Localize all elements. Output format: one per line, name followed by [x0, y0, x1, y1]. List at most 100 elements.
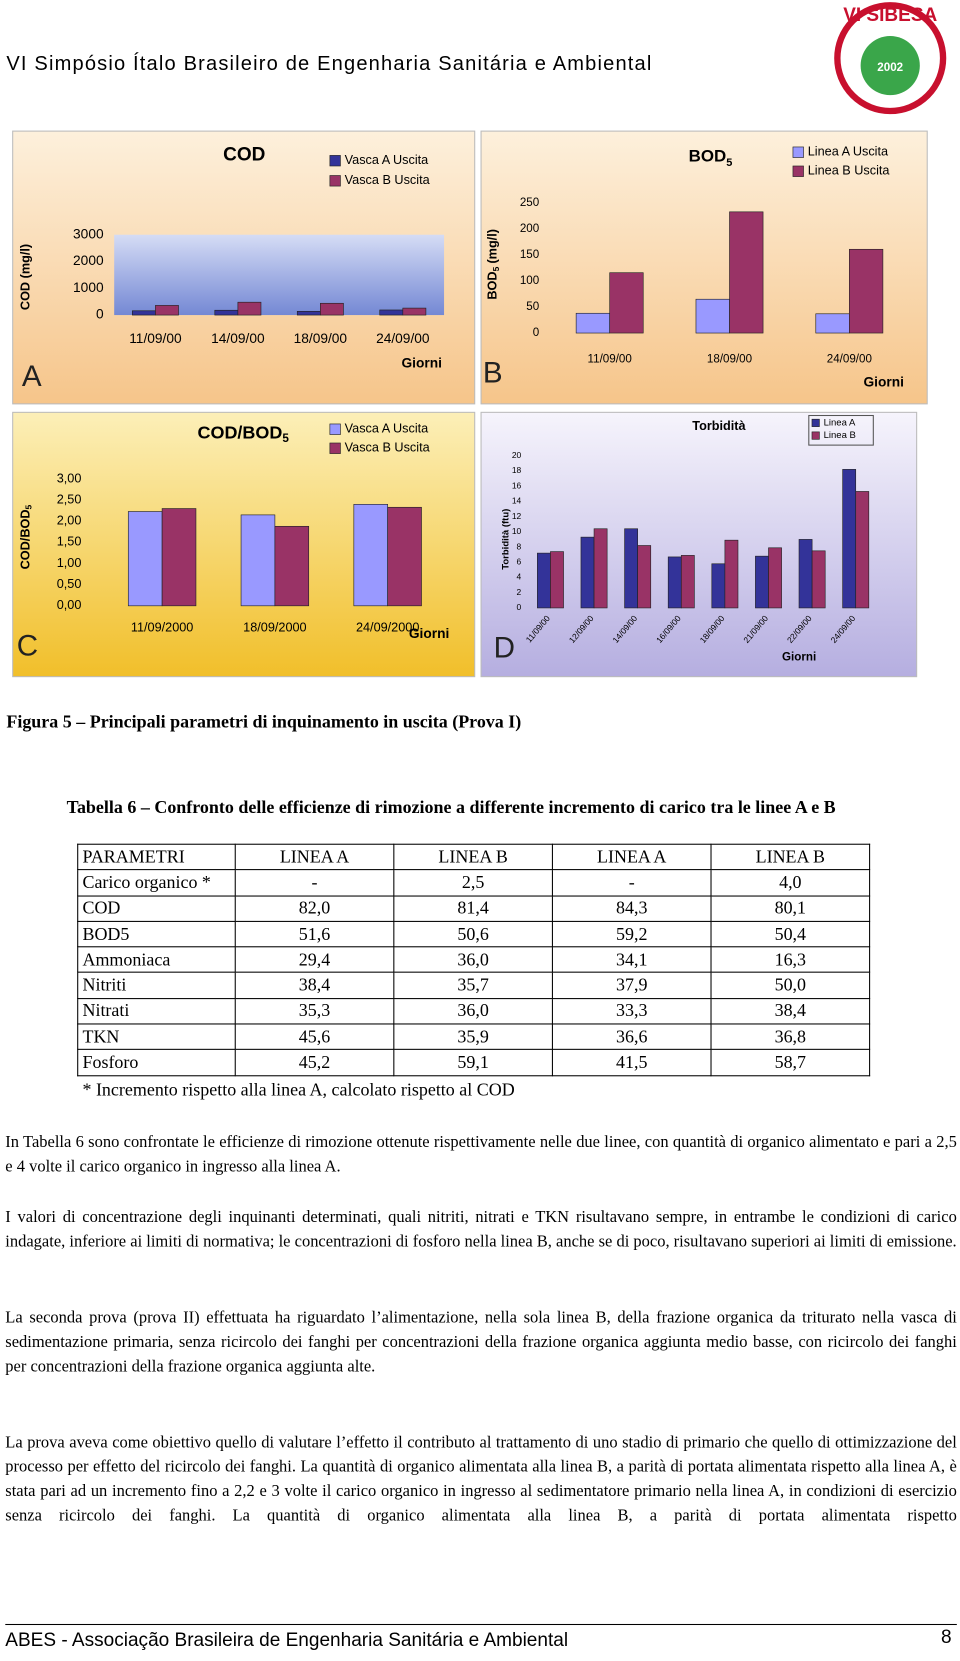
- chart-title: COD/BOD5: [197, 422, 289, 445]
- table: PARAMETRI LINEA A LINEA B LINEA A LINEA B Car…: [77, 843, 871, 1076]
- x-tick-label: 24/09/2000: [356, 620, 419, 634]
- x-axis-label: Giorni: [409, 626, 449, 641]
- table-row: Carico organico * -2,5-4,0: [77, 869, 871, 897]
- y-tick-label: 250: [520, 196, 539, 209]
- bar: [214, 309, 239, 316]
- table-cell: Nitrati: [77, 997, 236, 1025]
- y-tick-label: 1000: [73, 280, 104, 295]
- panel-letter: A: [22, 360, 42, 393]
- legend-label: Vasca B Uscita: [345, 441, 431, 455]
- y-tick-label: 18: [512, 465, 522, 475]
- y-tick-label: 1,00: [57, 556, 82, 570]
- table-cell: 34,1: [551, 946, 712, 974]
- table-cell: PARAMETRI: [77, 843, 236, 871]
- y-tick-label: 1,50: [57, 535, 82, 549]
- bar: [798, 539, 813, 609]
- table-cell: Fosforo: [77, 1049, 236, 1076]
- y-tick-label: 0: [96, 307, 104, 322]
- x-tick-label: 24/09/00: [827, 353, 872, 366]
- y-label-text: BOD: [486, 271, 500, 299]
- legend-swatch: [329, 423, 341, 435]
- y-tick-label: 2000: [73, 253, 104, 268]
- table-cell: 50,0: [710, 972, 871, 999]
- bar: [680, 555, 695, 609]
- title-text: COD/BOD: [197, 422, 282, 442]
- panel-letter: C: [17, 630, 38, 663]
- y-label-text: COD/BOD: [19, 510, 33, 570]
- bar: [815, 313, 850, 334]
- x-axis-label: Giorni: [864, 374, 904, 389]
- bar: [353, 504, 388, 607]
- y-label-text: COD (mg/l): [19, 244, 33, 310]
- chart: COD COD (mg/l) Giorni A Vasca A Uscita Vasca …: [12, 130, 476, 405]
- table-cell: 84,3: [551, 895, 712, 922]
- y-axis-label: BOD5 (mg/l): [486, 229, 501, 300]
- y-tick-label: 2: [517, 587, 522, 597]
- x-tick-label: 18/09/2000: [243, 620, 306, 634]
- y-tick-label: 20: [512, 450, 522, 460]
- y-label-text: Torbidità (ftu): [500, 509, 511, 570]
- bar: [274, 525, 310, 607]
- x-tick-label: 11/09/00: [588, 353, 632, 366]
- y-tick-label: 14: [512, 496, 522, 506]
- table-cell: Carico organico *: [77, 869, 236, 897]
- y-axis-label: Torbidità (ftu): [500, 509, 511, 570]
- table-cell: 36,6: [551, 1023, 712, 1051]
- bar: [580, 536, 595, 609]
- legend-box: [808, 414, 874, 446]
- y-tick-label: 8: [517, 541, 522, 551]
- table-row: COD 82,0 81,4 84,3 80,1: [77, 895, 871, 922]
- x-axis-label: Giorni: [401, 355, 441, 370]
- bar: [855, 491, 870, 609]
- y-label-subscript: 5: [491, 266, 501, 271]
- table-cell: 38,4: [710, 997, 871, 1025]
- logo: VI SIBESA 2002: [834, 2, 947, 115]
- table-cell: 80,1: [710, 895, 871, 922]
- x-tick-label: 11/09/2000: [131, 620, 193, 634]
- table-cell: -: [551, 869, 712, 897]
- legend-label: Vasca B Uscita: [345, 173, 431, 187]
- table-cell: 59,2: [551, 920, 712, 948]
- y-tick-label: 3000: [73, 226, 104, 241]
- table-cell: 51,6: [234, 920, 395, 948]
- bar: [550, 551, 564, 609]
- table-row: Nitriti 38,4 35,7 37,9 50,0: [77, 972, 871, 999]
- bar: [729, 211, 764, 334]
- table-cell: 38,4: [234, 972, 395, 999]
- table-row: Ammoniaca 29,4 36,0 34,1 16,3: [77, 946, 871, 974]
- table-cell: LINEA B: [710, 843, 871, 871]
- legend-swatch: [329, 442, 341, 454]
- table-title: Tabella 6 – Confronto delle efficienze d…: [66, 797, 836, 818]
- table-cell: 81,4: [393, 895, 553, 922]
- logo-title: VI SIBESA: [843, 5, 937, 26]
- footer-rule: [5, 1623, 957, 1626]
- table-cell: 33,3: [551, 997, 712, 1025]
- table-cell: 58,7: [710, 1049, 871, 1076]
- bar: [402, 307, 427, 316]
- legend-label: Linea A: [824, 417, 856, 428]
- table-header-row: PARAMETRI LINEA A LINEA B LINEA A LINEA B: [77, 843, 871, 871]
- y-tick-label: 50: [526, 300, 539, 313]
- x-tick-label: 18/09/00: [294, 331, 348, 346]
- table-cell: 50,6: [393, 920, 553, 948]
- bar: [849, 248, 884, 334]
- bar: [237, 301, 262, 316]
- legend-label: Vasca A Uscita: [345, 153, 430, 167]
- table-cell: 36,8: [710, 1023, 871, 1051]
- panel-letter: B: [483, 357, 503, 390]
- table-cell: 50,4: [710, 920, 871, 948]
- logo-center: [860, 35, 920, 96]
- bar: [127, 511, 163, 607]
- y-tick-label: 3,00: [57, 471, 82, 485]
- table-cell: 2,5: [393, 869, 553, 897]
- table-footnote: * Incremento rispetto alla linea A, calc…: [82, 1079, 515, 1100]
- bar: [379, 309, 404, 316]
- table-cell: BOD5: [77, 920, 236, 948]
- table-row: BOD5 51,6 50,6 59,2 50,4: [77, 920, 871, 948]
- table-cell: 37,9: [551, 972, 712, 999]
- title-text: COD: [223, 144, 265, 165]
- bar: [155, 305, 179, 316]
- chart: Torbidità Torbidità (ftu) Giorni D Linea A Li…: [480, 411, 918, 678]
- bar: [609, 272, 644, 334]
